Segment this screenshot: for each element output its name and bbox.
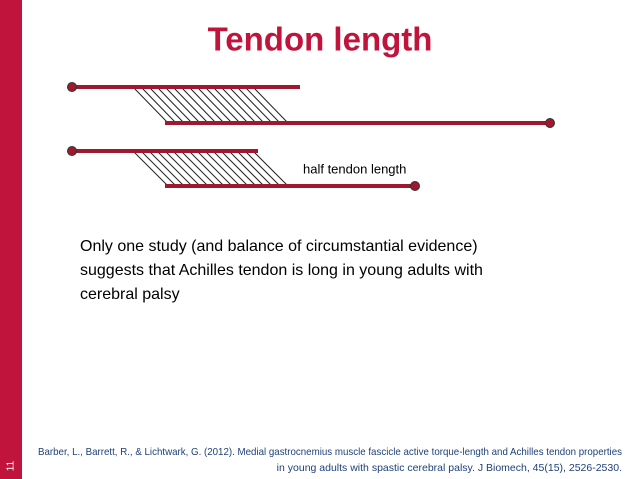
- fascicle: [236, 150, 273, 187]
- fascicle: [236, 86, 273, 124]
- slide-number: 11: [6, 460, 17, 471]
- fascicle: [228, 86, 265, 124]
- citation-line: Barber, L., Barrett, R., & Lichtwark, G.…: [38, 446, 622, 458]
- fascicle: [172, 150, 209, 187]
- attachment: [67, 82, 77, 92]
- fascicle: [164, 86, 201, 124]
- fascicle: [148, 86, 185, 124]
- fascicle: [132, 150, 169, 187]
- attachment: [67, 146, 77, 156]
- fascicle: [220, 86, 257, 124]
- fascicle: [244, 86, 281, 124]
- body-line: cerebral palsy: [80, 286, 180, 303]
- fascicle: [180, 150, 217, 187]
- fascicle: [196, 150, 233, 187]
- fascicle: [228, 150, 265, 187]
- fascicle: [252, 86, 289, 124]
- title: Tendon length: [208, 21, 433, 58]
- fascicle: [180, 86, 217, 124]
- attachment: [545, 118, 555, 128]
- fascicle: [188, 86, 225, 124]
- fascicle: [156, 150, 193, 187]
- fascicle: [204, 150, 241, 187]
- fascicle: [204, 86, 241, 124]
- fascicles: [132, 86, 289, 124]
- fascicle: [252, 150, 289, 187]
- fascicle: [140, 150, 177, 187]
- side-bar: [0, 0, 22, 479]
- fascicle: [172, 86, 209, 124]
- fascicle: [244, 150, 281, 187]
- fascicle: [148, 150, 185, 187]
- fascicles: [132, 150, 289, 187]
- diagram-label: half tendon length: [303, 161, 406, 176]
- diagram: half tendon length: [67, 82, 555, 191]
- fascicle: [132, 86, 169, 124]
- fascicle: [220, 150, 257, 187]
- citation-line: in young adults with spastic cerebral pa…: [277, 462, 622, 474]
- fascicle: [188, 150, 225, 187]
- fascicle: [212, 86, 249, 124]
- fascicle: [196, 86, 233, 124]
- fascicle: [140, 86, 177, 124]
- body-line: suggests that Achilles tendon is long in…: [80, 262, 483, 279]
- attachment: [410, 181, 420, 191]
- fascicle: [212, 150, 249, 187]
- fascicle: [156, 86, 193, 124]
- fascicle: [164, 150, 201, 187]
- body-line: Only one study (and balance of circumsta…: [80, 238, 478, 255]
